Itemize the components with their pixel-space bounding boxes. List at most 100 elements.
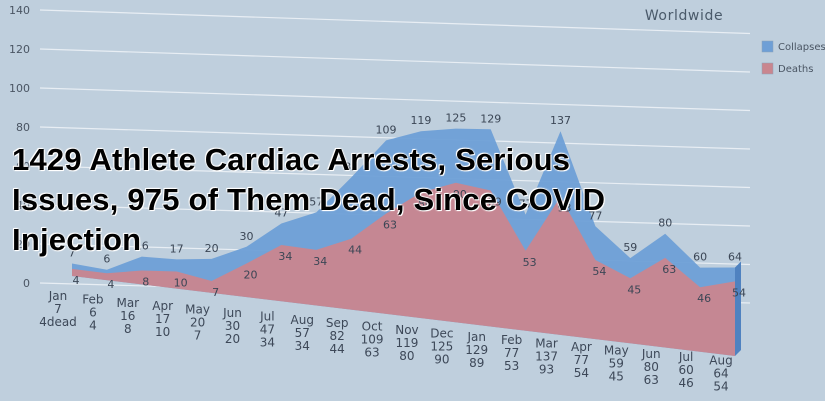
legend-label: Collapses bbox=[778, 42, 825, 53]
deaths-count-label: 45 bbox=[609, 369, 624, 383]
deaths-count-label: 80 bbox=[399, 349, 414, 363]
x-tick-label: Feb bbox=[501, 333, 522, 347]
collapses-count-label: 47 bbox=[260, 322, 275, 336]
deaths-count-label: 20 bbox=[225, 332, 240, 346]
y-tick-label: 100 bbox=[9, 82, 30, 95]
x-tick-label: Oct bbox=[362, 320, 383, 334]
deaths-value-label: 46 bbox=[697, 292, 711, 305]
collapses-value-label: 6 bbox=[103, 253, 110, 266]
collapses-count-label: 77 bbox=[574, 353, 589, 367]
x-tick-label: Aug bbox=[291, 313, 314, 327]
collapses-value-label: 82 bbox=[344, 160, 358, 173]
collapses-count-label: 125 bbox=[430, 339, 453, 353]
x-tick-label: Mar bbox=[116, 296, 139, 310]
headline-line-1: 1429 Athlete Cardiac Arrests, Serious bbox=[12, 142, 571, 177]
deaths-count-label: 63 bbox=[364, 346, 379, 360]
collapses-value-label: 17 bbox=[170, 242, 184, 255]
collapses-count-label: 119 bbox=[395, 336, 418, 350]
x-tick-label: Apr bbox=[152, 299, 173, 313]
x-tick-label: Nov bbox=[395, 323, 418, 337]
deaths-value-label: 63 bbox=[662, 263, 676, 276]
collapses-value-label: 80 bbox=[658, 217, 672, 230]
deaths-count-label: 90 bbox=[434, 352, 449, 366]
collapses-count-label: 137 bbox=[535, 350, 558, 364]
deaths-value-label: 4 bbox=[107, 278, 114, 291]
y-tick-label: 80 bbox=[16, 121, 30, 134]
y-tick-label: 0 bbox=[23, 277, 30, 290]
deaths-value-label: 89 bbox=[488, 195, 502, 208]
headline-line-2: Issues, 975 of Them Dead, Since COVID bbox=[12, 182, 606, 217]
deaths-value-label: 8 bbox=[142, 276, 149, 289]
deaths-value-label: 93 bbox=[558, 202, 572, 215]
gridline bbox=[39, 9, 751, 35]
x-tick-label: Jul bbox=[259, 309, 274, 323]
deaths-count-label: 8 bbox=[124, 322, 132, 336]
gridline bbox=[39, 87, 751, 112]
deaths-value-label: 54 bbox=[732, 286, 746, 299]
deaths-value-label: 90 bbox=[453, 188, 467, 201]
deaths-value-label: 80 bbox=[418, 197, 432, 210]
collapses-count-label: 16 bbox=[120, 309, 135, 323]
collapses-value-label: 7 bbox=[69, 247, 76, 260]
collapses-value-label: 47 bbox=[274, 207, 288, 220]
collapses-count-label: 80 bbox=[644, 360, 659, 374]
deaths-area bbox=[72, 182, 735, 356]
collapses-count-label: 64 bbox=[713, 367, 728, 381]
collapses-count-label: 129 bbox=[465, 343, 488, 357]
deaths-value-label: 4 bbox=[73, 274, 80, 287]
deaths-count-label: 10 bbox=[155, 325, 170, 339]
collapses-value-label: 109 bbox=[376, 123, 397, 136]
collapses-value-label: 77 bbox=[588, 209, 602, 222]
chart-title: Worldwide bbox=[645, 8, 723, 24]
y-tick-label: 40 bbox=[16, 199, 30, 212]
x-tick-label: Aug bbox=[709, 354, 732, 368]
collapses-value-label: 30 bbox=[239, 230, 253, 243]
collapses-value-label: 57 bbox=[309, 195, 323, 208]
x-tick-label: Jul bbox=[678, 350, 693, 364]
legend-swatch bbox=[761, 62, 774, 75]
deaths-count-label: 4 bbox=[89, 318, 97, 332]
x-tick-label: Jun bbox=[222, 306, 242, 320]
deaths-value-label: 10 bbox=[174, 276, 188, 289]
collapses-value-label: 125 bbox=[445, 112, 466, 125]
collapses-count-label: 60 bbox=[678, 363, 693, 377]
legend-swatch bbox=[761, 40, 774, 53]
collapses-value-label: 137 bbox=[550, 114, 571, 127]
y-tick-label: 20 bbox=[16, 238, 30, 251]
collapses-count-label: 82 bbox=[330, 329, 345, 343]
deaths-value-label: 45 bbox=[627, 283, 641, 296]
gridline bbox=[39, 48, 751, 73]
deaths-count-label: 63 bbox=[644, 373, 659, 387]
x-tick-label: Apr bbox=[571, 340, 592, 354]
x-tick-label: Jan bbox=[48, 289, 68, 303]
collapses-count-label: 59 bbox=[609, 356, 624, 370]
x-tick-label: Jun bbox=[641, 347, 661, 361]
collapses-count-label: 57 bbox=[295, 326, 310, 340]
collapses-value-label: 20 bbox=[205, 242, 219, 255]
collapses-count-label: 7 bbox=[54, 302, 62, 316]
deaths-value-label: 7 bbox=[212, 286, 219, 299]
x-tick-label: May bbox=[185, 303, 210, 317]
deaths-count-label: 34 bbox=[295, 339, 310, 353]
deaths-count-label: 54 bbox=[713, 380, 728, 394]
x-tick-label: Mar bbox=[535, 337, 558, 351]
collapses-value-label: 16 bbox=[135, 240, 149, 253]
collapses-count-label: 6 bbox=[89, 305, 97, 319]
deaths-value-label: 34 bbox=[278, 250, 292, 263]
deaths-count-label: 34 bbox=[260, 335, 275, 349]
legend: Collapses Deaths bbox=[761, 40, 825, 75]
deaths-count-label: 7 bbox=[194, 329, 202, 343]
